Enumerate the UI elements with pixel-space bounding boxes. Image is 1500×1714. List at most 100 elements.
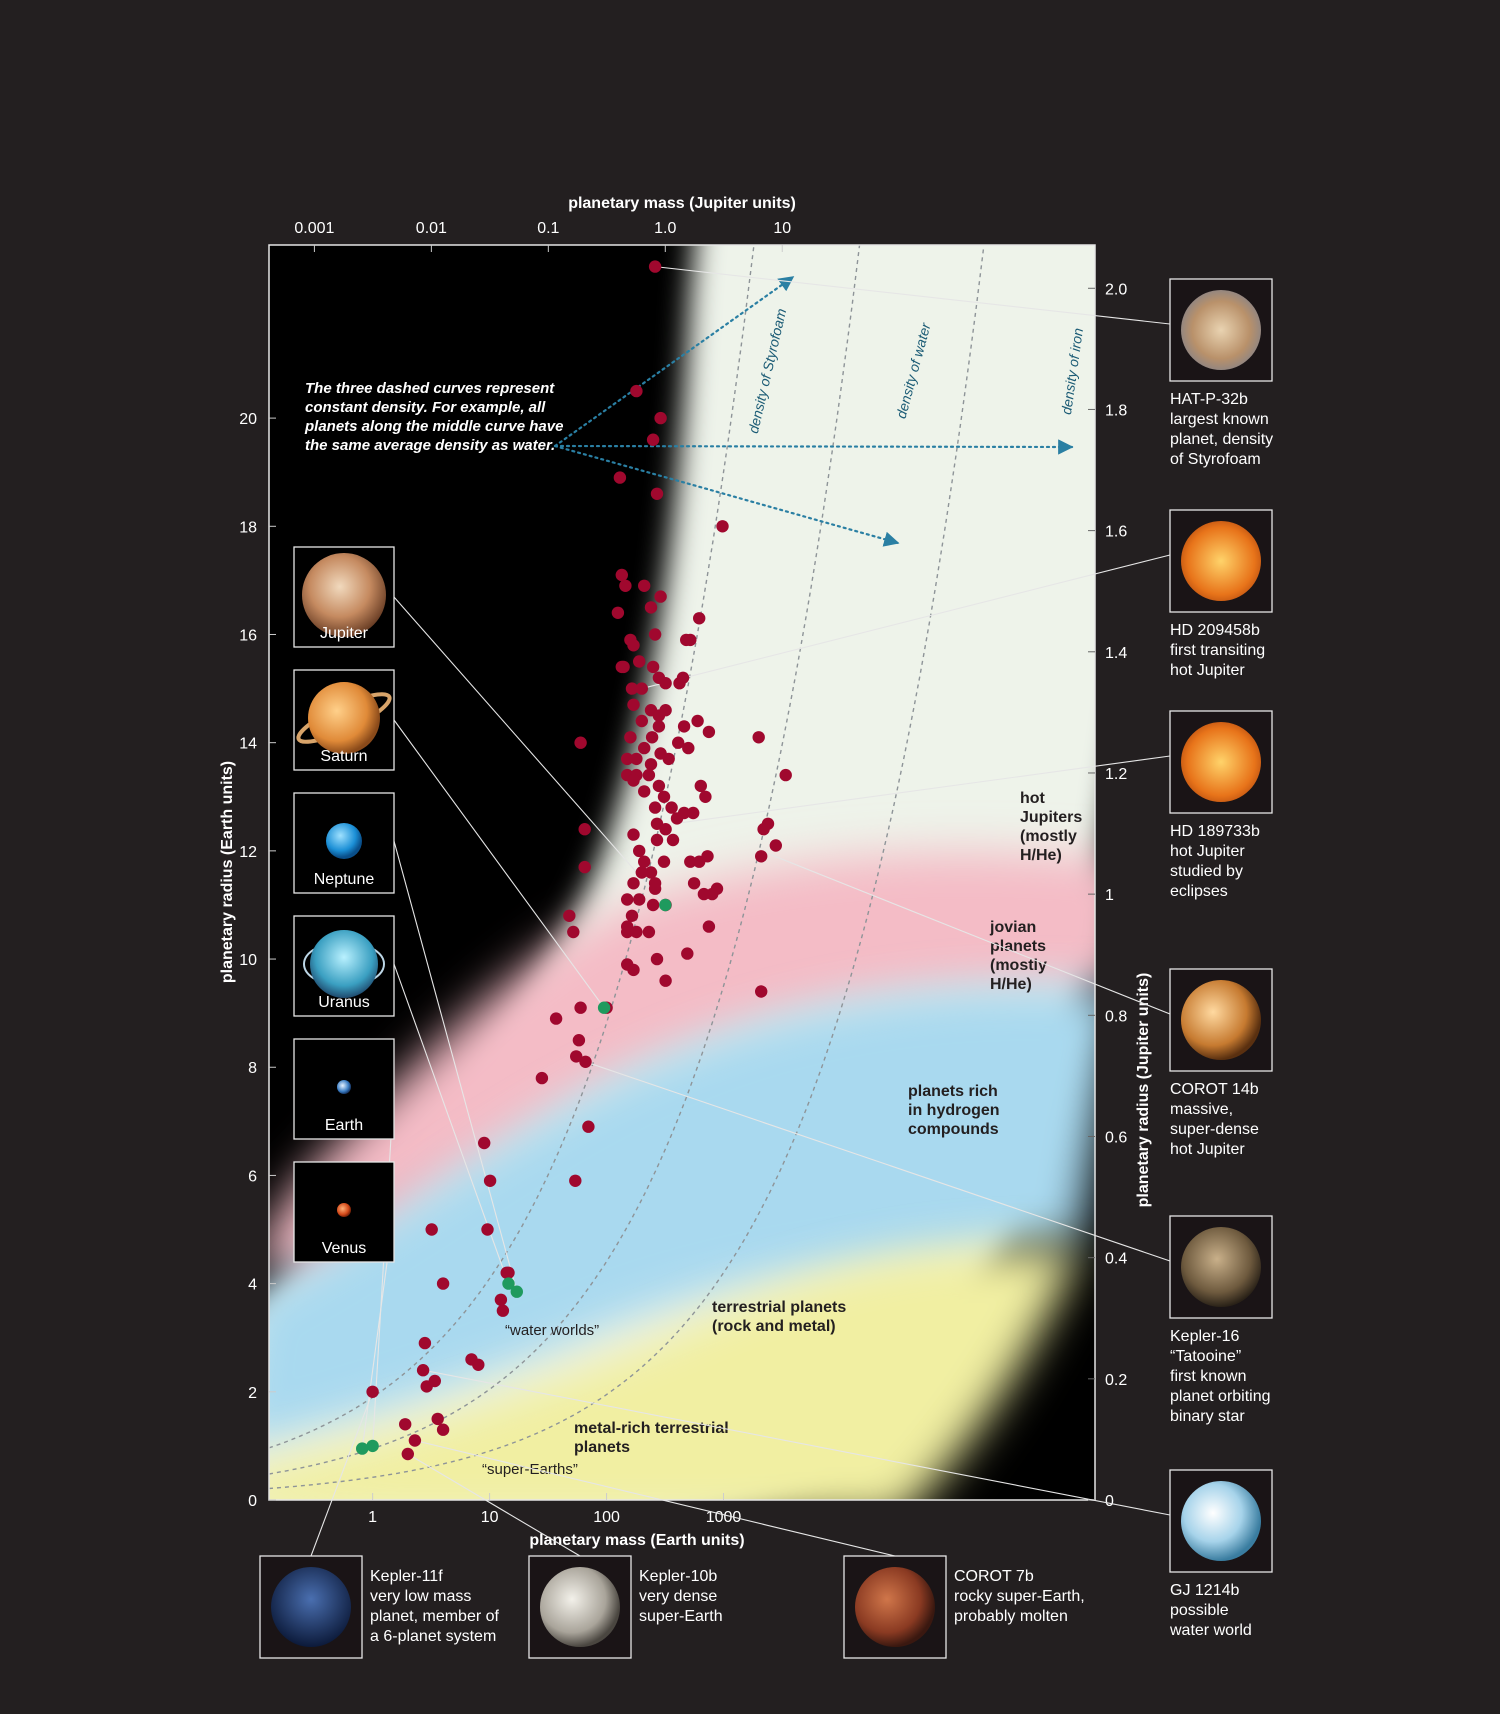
thumbnail-label: Venus — [322, 1240, 366, 1257]
region-label-hot-jupiters: (mostly — [1020, 828, 1077, 845]
left-tick-label: 6 — [248, 1168, 257, 1185]
exoplanet-point — [574, 736, 587, 749]
callout-caption-line: Kepler-11f — [370, 1568, 443, 1585]
right-tick-label: 0.2 — [1105, 1372, 1127, 1389]
uranus-icon — [310, 930, 378, 998]
exoplanet-point — [659, 823, 672, 836]
thumbnail-jupiter: Jupiter — [293, 546, 395, 648]
left-tick-label: 12 — [239, 844, 257, 861]
thumbnail-neptune: Neptune — [293, 792, 395, 894]
neptune-icon — [326, 823, 362, 859]
callout-caption-line: probably molten — [954, 1608, 1068, 1625]
exoplanet-point — [648, 260, 662, 273]
region-label-terrestrial: terrestrial planets — [712, 1299, 846, 1316]
density-curves — [269, 245, 985, 1490]
exoplanet-icon — [1181, 1227, 1261, 1307]
exoplanet-point — [650, 833, 664, 847]
exoplanet-point — [621, 925, 634, 939]
density-annotation: The three dashed curves represent constan… — [304, 380, 563, 454]
right-tick-label: 0.6 — [1105, 1129, 1127, 1146]
exoplanet-point — [757, 823, 770, 836]
exoplanet-point — [681, 947, 694, 960]
callout-gj-1214b: GJ 1214b possible water world — [1169, 1469, 1273, 1639]
solar-system-point-uranus — [502, 1277, 515, 1290]
exoplanet-point — [665, 801, 678, 814]
leader-corot-14b — [767, 853, 1171, 1015]
exoplanet-point — [627, 828, 640, 841]
exoplanet-icon — [1181, 980, 1261, 1060]
exoplanet-point — [645, 731, 659, 744]
leader-earth — [372, 1086, 395, 1446]
annotation-line: The three dashed curves represent — [305, 380, 555, 397]
exoplanet-icon — [271, 1567, 351, 1647]
exoplanet-point — [779, 768, 792, 782]
venus-icon — [337, 1203, 351, 1217]
left-tick-label: 20 — [239, 411, 257, 428]
jupiter-icon — [302, 553, 386, 637]
callout-caption-line: HD 189733b — [1170, 823, 1260, 840]
y-axis-title-right: planetary radius (Jupiter units) — [1135, 973, 1152, 1208]
exoplanet-point — [652, 720, 666, 733]
region-label-jovian-planets: planets — [990, 938, 1046, 955]
exoplanet-point — [659, 974, 672, 987]
leader-hd-189733b — [672, 755, 1171, 825]
exoplanet-point — [657, 790, 671, 803]
exoplanet-point — [399, 1418, 412, 1431]
exoplanet-point — [633, 893, 646, 906]
thumbnail-label: Uranus — [318, 994, 370, 1011]
leader-kepler-10b — [407, 1453, 581, 1557]
callout-kepler-10b: Kepler-10b very dense super-Earth — [528, 1555, 723, 1659]
solar-system-points — [356, 898, 672, 1455]
exoplanet-point — [478, 1136, 491, 1150]
exoplanet-point — [769, 839, 782, 852]
exoplanet-point — [635, 866, 648, 879]
callout-hat-p-32b: HAT-P-32b largest known planet, density of … — [1169, 278, 1273, 468]
callout-caption-line: possible — [1170, 1602, 1229, 1619]
exoplanet-point — [666, 833, 680, 847]
left-tick-label: 8 — [248, 1060, 257, 1077]
exoplanet-point — [635, 714, 648, 728]
exoplanet-point — [662, 752, 675, 766]
region-label-metal-rich: metal-rich terrestrial — [574, 1420, 729, 1437]
exoplanet-point — [567, 925, 580, 939]
exoplanet-point — [425, 1223, 438, 1236]
exoplanet-point — [677, 720, 691, 733]
thumbnail-label: Earth — [325, 1117, 363, 1134]
exoplanet-point — [615, 568, 628, 582]
region-label-terrestrial: (rock and metal) — [712, 1318, 836, 1335]
top-tick-label: 10 — [773, 220, 791, 237]
region-label-hydrogen-rich: compounds — [908, 1121, 999, 1138]
earth-icon — [337, 1080, 351, 1094]
exoplanet-point — [648, 882, 662, 895]
exoplanet-point — [659, 704, 672, 717]
exoplanet-point — [574, 1001, 587, 1014]
exoplanet-point — [693, 612, 706, 625]
exoplanet-point — [613, 471, 627, 484]
exoplanet-icon — [540, 1567, 620, 1647]
exoplanet-point — [638, 579, 651, 592]
exoplanet-point — [684, 633, 697, 647]
annotation-arrow — [553, 275, 795, 448]
exoplanet-callouts: HAT-P-32b largest known planet, density of … — [259, 278, 1273, 1659]
thumbnail-saturn: Saturn — [293, 669, 395, 771]
exoplanet-point — [624, 731, 637, 744]
leader-hat-p-32b — [655, 266, 1171, 325]
exoplanet-point — [431, 1412, 444, 1426]
leader-saturn — [393, 719, 605, 1009]
exoplanet-point — [418, 1336, 432, 1350]
exoplanet-point — [755, 850, 768, 863]
water-worlds-label: “water worlds” — [505, 1322, 599, 1339]
callout-caption-line: eclipses — [1170, 883, 1228, 900]
callout-caption-line: Kepler-10b — [639, 1568, 717, 1585]
x-axis-title-bottom: planetary mass (Earth units) — [529, 1532, 744, 1549]
exoplanet-point — [646, 660, 660, 674]
annotation-line: planets along the middle curve have — [304, 418, 563, 435]
solar-system-point-earth — [366, 1439, 379, 1453]
callout-corot-7b: COROT 7b rocky super-Earth, probably molte… — [843, 1555, 1085, 1659]
callout-caption-line: super-dense — [1170, 1121, 1259, 1138]
exoplanet-point — [625, 909, 639, 922]
exoplanet-point — [755, 985, 768, 998]
zone-jovian — [269, 852, 1095, 1280]
exoplanet-point — [569, 1174, 582, 1188]
solar-system-point-saturn — [597, 1001, 611, 1014]
